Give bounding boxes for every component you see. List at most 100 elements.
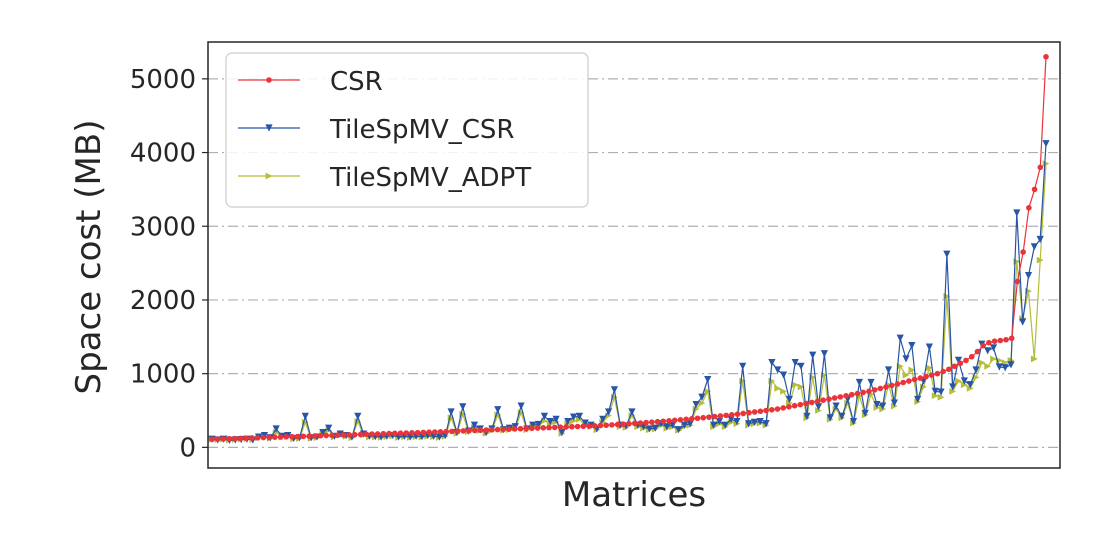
point-CSR-14 [289, 433, 295, 440]
point-TileSpMV_CSR-113 [867, 378, 875, 387]
point-CSR-60 [551, 424, 558, 431]
point-TileSpMV_CSR-117 [890, 399, 898, 407]
point-CSR-80 [666, 418, 672, 424]
point-TileSpMV_CSR-135 [995, 363, 1003, 371]
point-CSR-101 [786, 404, 792, 410]
point-TileSpMV_CSR-93 [750, 418, 758, 426]
legend-label-CSR: CSR [330, 67, 383, 97]
point-CSR-12 [277, 434, 284, 440]
point-CSR-118 [883, 384, 889, 390]
point-CSR-15 [294, 433, 301, 440]
point-CSR-59 [546, 424, 552, 431]
y-tick-label-3000: 3000 [130, 212, 196, 242]
point-CSR-50 [494, 426, 501, 433]
point-CSR-46 [471, 427, 478, 434]
point-CSR-108 [826, 396, 832, 402]
point-CSR-13 [283, 434, 290, 440]
point-CSR-41 [443, 428, 450, 435]
point-TileSpMV_ADPT-141 [1030, 355, 1038, 363]
point-CSR-34 [403, 430, 410, 436]
point-TileSpMV_CSR-123 [925, 343, 933, 351]
point-TileSpMV_CSR-131 [972, 366, 980, 374]
point-CSR-25 [352, 431, 358, 438]
point-CSR-40 [437, 429, 444, 435]
point-CSR-43 [454, 428, 461, 434]
point-TileSpMV_CSR-94 [756, 417, 764, 426]
point-TileSpMV_CSR-100 [791, 359, 799, 367]
point-CSR-18 [312, 433, 318, 439]
point-TileSpMV_CSR-140 [1024, 272, 1033, 280]
point-TileSpMV_CSR-129 [960, 377, 968, 385]
point-CSR-72 [620, 421, 627, 427]
point-TileSpMV_ADPT-127 [949, 387, 957, 395]
point-TileSpMV_CSR-137 [1007, 361, 1015, 369]
point-CSR-17 [306, 433, 312, 439]
point-TileSpMV_CSR-134 [989, 344, 998, 352]
point-TileSpMV_ADPT-123 [925, 364, 933, 372]
y-axis-ticks: 0 1000 2000 3000 4000 5000 [130, 65, 208, 463]
legend: CSR TileSpMV_CSR TileSpMV_ADPT [225, 52, 589, 208]
point-TileSpMV_CSR-92 [744, 420, 753, 428]
point-CSR-79 [660, 418, 667, 425]
point-CSR-122 [906, 378, 912, 384]
point-CSR-109 [831, 395, 838, 401]
point-CSR-83 [683, 416, 689, 423]
point-TileSpMV_CSR-58 [546, 417, 554, 426]
point-CSR-6 [243, 435, 250, 441]
point-CSR-27 [363, 431, 370, 438]
point-TileSpMV_CSR-128 [954, 356, 963, 364]
point-TileSpMV_CSR-61 [564, 417, 572, 426]
point-TileSpMV_CSR-138 [1013, 209, 1021, 217]
point-TileSpMV_CSR-112 [861, 409, 869, 418]
point-TileSpMV_CSR-69 [610, 386, 619, 394]
point-TileSpMV_CSR-108 [838, 412, 846, 421]
point-CSR-128 [940, 368, 946, 375]
point-CSR-33 [397, 430, 404, 437]
point-TileSpMV_CSR-67 [599, 415, 607, 423]
point-TileSpMV_CSR-68 [604, 408, 613, 416]
point-CSR-104 [803, 400, 809, 407]
y-tick-label-4000: 4000 [130, 139, 196, 169]
point-TileSpMV_CSR-91 [739, 362, 747, 370]
point-CSR-120 [894, 381, 901, 387]
point-TileSpMV_ADPT-128 [955, 377, 962, 385]
point-CSR-63 [569, 423, 575, 430]
point-CSR-47 [477, 427, 484, 434]
point-CSR-94 [746, 409, 752, 416]
point-CSR-127 [934, 370, 941, 377]
point-CSR-124 [917, 375, 924, 381]
point-CSR-85 [694, 415, 701, 422]
point-CSR-140 [1008, 335, 1015, 342]
point-CSR-3 [226, 435, 232, 442]
point-TileSpMV_ADPT-85 [704, 387, 712, 395]
point-CSR-126 [928, 372, 935, 378]
point-CSR-24 [346, 432, 352, 438]
point-TileSpMV_CSR-84 [698, 393, 706, 401]
point-TileSpMV_CSR-62 [569, 413, 578, 421]
point-CSR-16 [300, 433, 307, 440]
y-tick-label-5000: 5000 [130, 65, 196, 95]
point-TileSpMV_CSR-55 [529, 421, 537, 429]
point-CSR-53 [511, 426, 518, 432]
point-CSR-138 [997, 337, 1004, 344]
point-TileSpMV_CSR-126 [943, 250, 951, 258]
point-CSR-7 [249, 435, 255, 441]
point-CSR-77 [649, 419, 655, 425]
point-TileSpMV_CSR-82 [686, 420, 694, 428]
point-TileSpMV_CSR-103 [809, 351, 817, 359]
point-TileSpMV_CSR-106 [826, 414, 834, 422]
point-CSR-4 [232, 435, 238, 442]
point-TileSpMV_ADPT-134 [990, 355, 997, 363]
legend-item-CSR: CSR [238, 67, 383, 97]
point-TileSpMV_CSR-19 [319, 429, 327, 437]
point-CSR-144 [1031, 186, 1038, 193]
point-CSR-82 [677, 416, 684, 423]
point-CSR-1 [214, 436, 221, 442]
point-CSR-102 [791, 402, 798, 409]
point-TileSpMV_CSR-85 [704, 375, 712, 384]
point-CSR-66 [586, 423, 592, 429]
point-CSR-2 [220, 436, 227, 442]
point-CSR-132 [963, 357, 969, 364]
point-TileSpMV_CSR-127 [949, 383, 957, 391]
point-CSR-105 [808, 399, 815, 406]
